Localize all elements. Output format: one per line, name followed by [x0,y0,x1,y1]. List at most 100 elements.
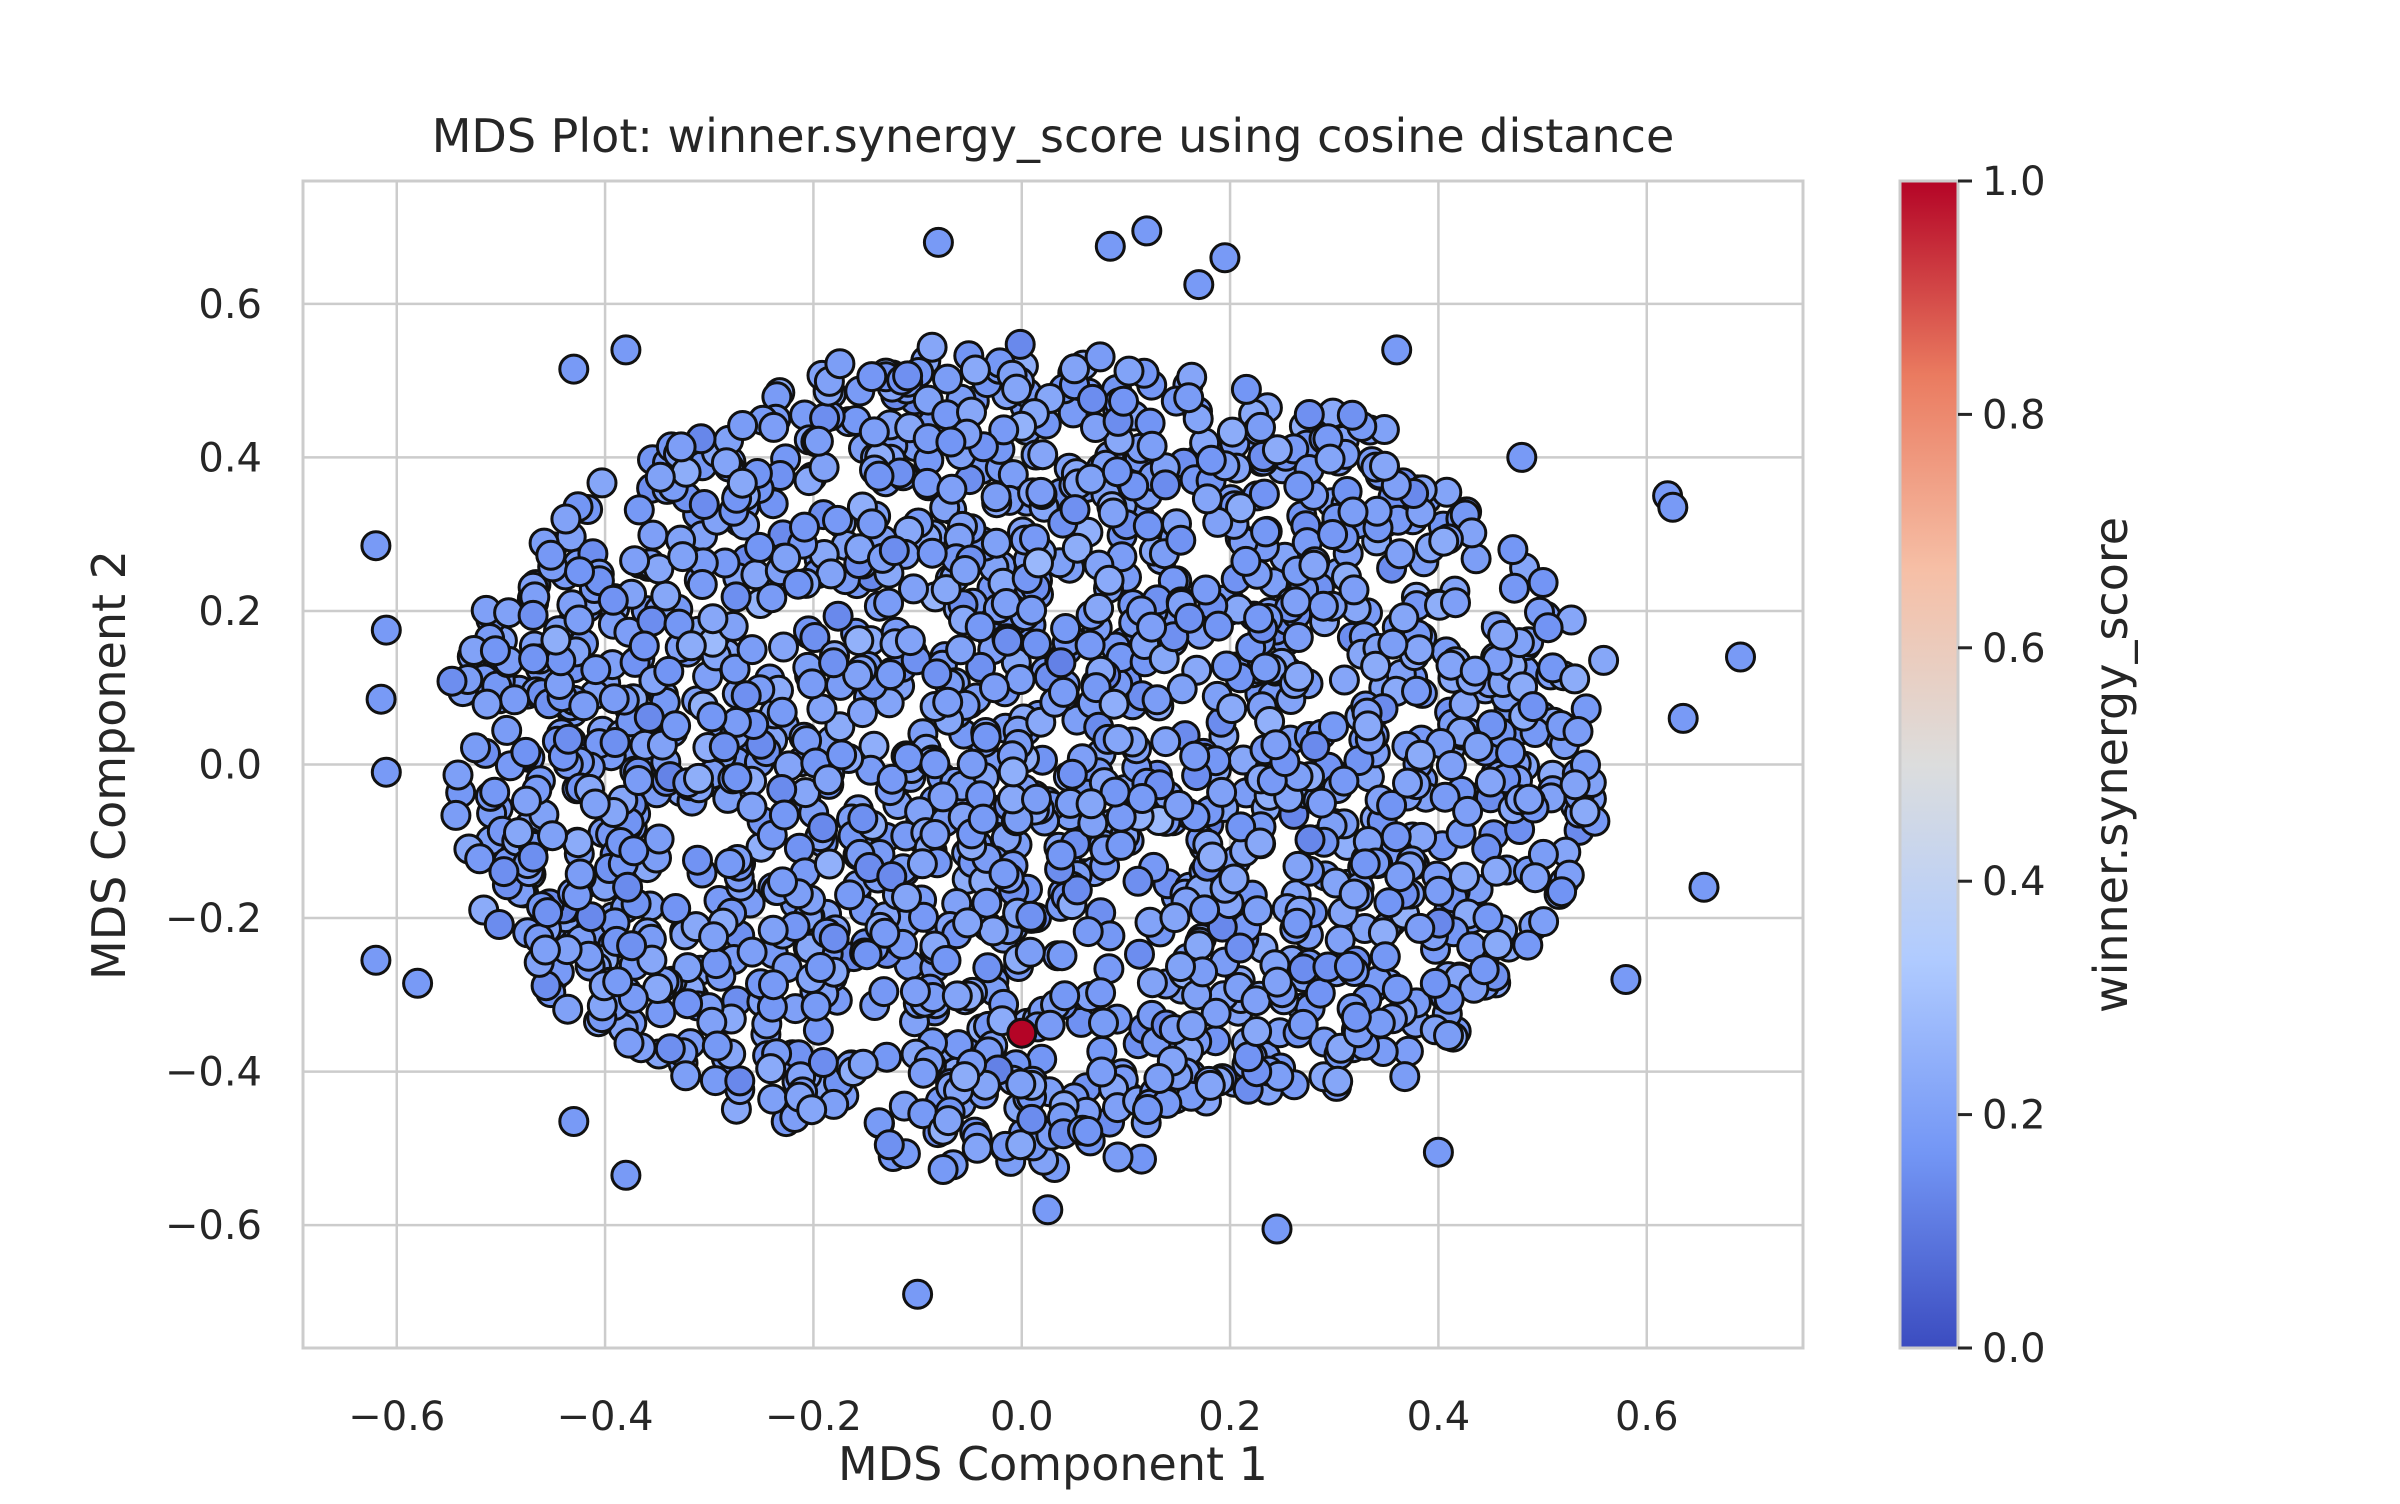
colorbar [1898,179,1960,1350]
scatter-point [479,776,511,808]
scatter-point [988,858,1020,890]
scatter-point [1059,494,1091,526]
y-tick-label: 0.6 [198,282,262,328]
scatter-point [1183,269,1215,301]
x-axis-label: MDS Component 1 [838,1437,1268,1491]
scatter-point [665,431,697,463]
scatter-point [843,625,875,657]
scatter-point [1098,688,1130,720]
scatter-point [1211,650,1242,682]
scatter-point [1307,590,1339,622]
scatter-point [517,599,549,631]
scatter-point [619,545,651,577]
scatter-point [1105,829,1137,861]
scatter-point [616,930,648,962]
colorbar-label: winner.synergy_score [2084,517,2138,1013]
scatter-point [916,331,948,363]
scatter-point [1230,373,1262,405]
scatter-point [628,630,660,662]
colorbar-tick-label: 0.4 [1982,859,2046,905]
scatter-point [1027,439,1059,471]
scatter-point [1422,1136,1454,1168]
scatter-point [876,861,908,892]
scatter-point [491,714,523,746]
scatter-point [471,688,503,720]
scatter-point [930,945,962,976]
scatter-point [1194,1069,1226,1101]
scatter-point [1016,594,1048,626]
x-tick-label: −0.6 [348,1394,445,1440]
x-tick-label: −0.2 [765,1394,862,1440]
scatter-point [972,952,1004,984]
scatter-point [930,574,962,606]
scatter-point [847,1048,879,1080]
scatter-point [1404,739,1436,771]
scatter-point [602,966,634,998]
scatter-point [1376,789,1408,821]
scatter-point [563,604,595,636]
scatter-point [952,907,984,939]
scatter-point [1517,691,1549,723]
scatter-point [1513,783,1545,815]
scatter-point [1113,355,1145,387]
scatter-point [1340,1001,1372,1033]
scatter-point [1588,644,1620,676]
scatter-point [1049,980,1081,1012]
scatter-point [517,841,549,873]
scatter-point [768,631,799,663]
scatter-point [822,600,854,632]
scatter-point [1016,1103,1048,1135]
scatter-point [402,967,434,999]
scatter-point [1532,612,1564,644]
scatter-point [558,353,590,385]
scatter-point [1462,731,1494,762]
scatter-point [959,354,991,386]
scatter-point [727,410,759,441]
scatter-point [686,569,718,600]
scatter-point [1317,519,1349,550]
scatter-point [736,791,768,823]
scatter-point [1282,850,1314,882]
scatter-point [980,481,1012,513]
scatter-point [1512,929,1544,961]
scatter-point [580,654,612,686]
scatter-point [1452,795,1484,827]
scatter-point [1392,767,1423,799]
scatter-point [701,1030,733,1062]
scatter-point [1419,967,1451,999]
colorbar-tick-label: 0.2 [1982,1093,2046,1139]
scatter-point [1025,476,1057,508]
scatter-point [365,683,397,715]
scatter-point [1132,1094,1163,1125]
scatter-point [1061,874,1093,906]
scatter-point [1216,416,1248,448]
scatter-point [1189,894,1221,926]
scatter-point [1086,1056,1118,1088]
scatter-point [1287,1008,1319,1040]
scatter-point [1105,801,1137,833]
scatter-point [650,580,682,612]
scatter-point [654,1033,686,1065]
scatter-point [1077,383,1108,415]
scatter-point [726,467,758,499]
scatter-point [1281,907,1313,939]
scatter-point [1299,731,1331,762]
scatter-point [622,765,654,796]
x-tick-label: 0.0 [990,1394,1054,1440]
scatter-point [1559,769,1591,801]
scatter-point [1401,675,1432,707]
colorbar-tick-label: 0.8 [1982,392,2046,438]
scatter-point [1061,532,1093,564]
scatter-point [660,893,692,924]
scatter-point [1075,788,1107,820]
scatter-point [1283,660,1315,692]
scatter-point [1423,875,1455,907]
scatter-point [856,361,888,393]
scatter-point [970,721,1002,753]
scatter-point [847,697,878,729]
scatter-point [1506,441,1538,473]
scatter-point [724,1065,756,1097]
scatter-point [1328,765,1360,797]
scatter-point [916,537,948,569]
scatter-point [644,461,676,493]
